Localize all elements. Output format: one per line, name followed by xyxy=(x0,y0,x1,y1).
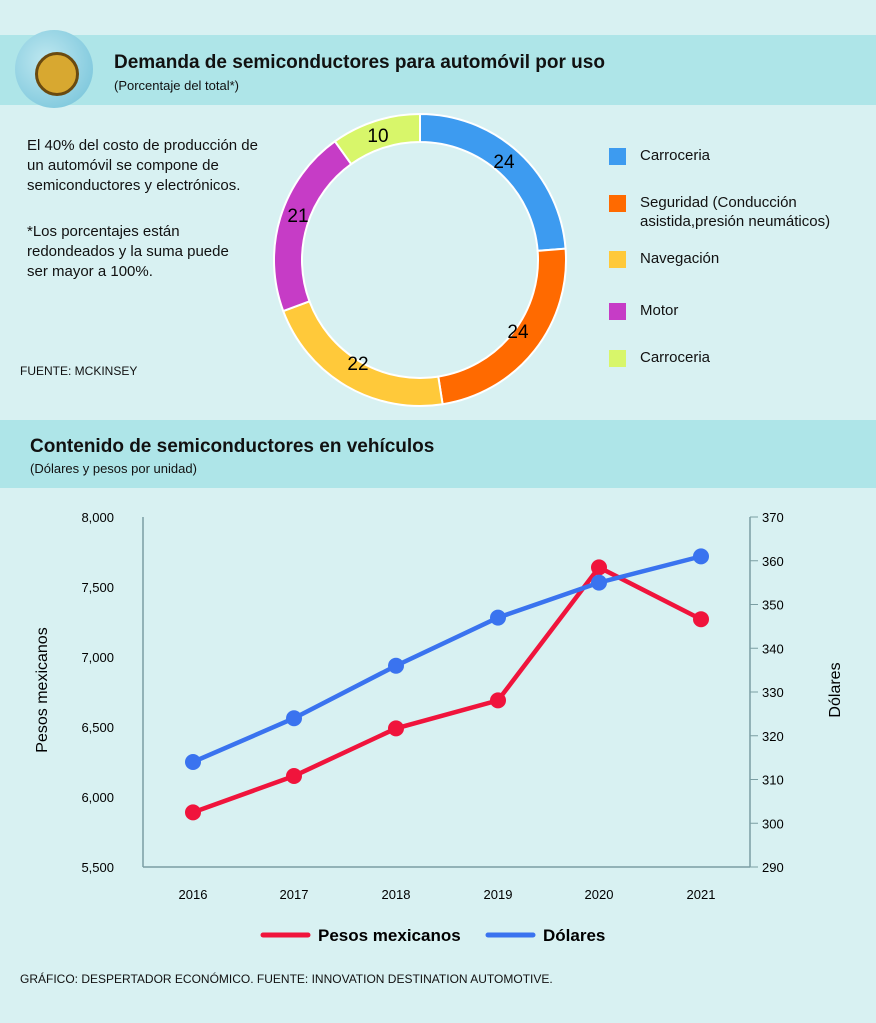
legend-label: Carroceria xyxy=(640,147,711,164)
y-tick-label: 6,500 xyxy=(81,720,114,735)
header-bar-1 xyxy=(0,35,876,105)
y-tick-label: 7,500 xyxy=(81,580,114,595)
y2-axis-title: Dólares xyxy=(827,662,844,717)
data-point xyxy=(591,574,607,591)
note-rounding: *Los porcentajes están redondeados y la … xyxy=(27,223,229,280)
y2-tick-label: 300 xyxy=(762,816,784,831)
source-mckinsey: FUENTE: MCKINSEY xyxy=(20,364,138,378)
x-tick-label: 2017 xyxy=(280,887,309,902)
y2-tick-label: 340 xyxy=(762,641,784,656)
legend-item: Navegación xyxy=(609,249,876,268)
data-point xyxy=(388,720,404,737)
chart1-subtitle: (Porcentaje del total*) xyxy=(114,78,240,93)
data-point xyxy=(693,548,709,565)
legend-swatch xyxy=(609,195,626,212)
data-point xyxy=(490,692,506,709)
y2-tick-label: 290 xyxy=(762,860,784,875)
data-point xyxy=(388,657,404,674)
coin-icon xyxy=(35,52,79,96)
legend-item: Carroceria xyxy=(609,348,876,367)
header-bar-2 xyxy=(0,420,876,488)
x-tick-label: 2020 xyxy=(585,887,614,902)
legend-label: Motor xyxy=(640,302,679,319)
y-tick-label: 8,000 xyxy=(81,510,114,525)
slice-label: 24 xyxy=(507,322,529,343)
x-tick-label: 2019 xyxy=(484,887,513,902)
chart2-title: Contenido de semiconductores en vehículo… xyxy=(30,436,435,457)
series-line xyxy=(192,554,702,765)
legend-swatch xyxy=(609,148,626,165)
data-point xyxy=(185,804,201,821)
data-point xyxy=(490,609,506,626)
y2-tick-label: 360 xyxy=(762,554,784,569)
data-point xyxy=(286,768,302,784)
legend-label: Navegación xyxy=(640,250,720,267)
legend-label: Dólares xyxy=(543,926,605,945)
footer-credits: GRÁFICO: DESPERTADOR ECONÓMICO. FUENTE: … xyxy=(20,972,553,986)
legend-label: Carroceria xyxy=(640,349,711,366)
legend-label: Seguridad (Conducción asistida,presión n… xyxy=(640,194,831,230)
chart2-subtitle: (Dólares y pesos por unidad) xyxy=(30,461,197,476)
slice-label: 21 xyxy=(287,206,308,227)
legend-item: Carroceria xyxy=(609,146,876,165)
y2-tick-label: 370 xyxy=(762,510,784,525)
donut-chart: 24 24 22 21 10 xyxy=(273,112,567,407)
data-point xyxy=(185,754,201,770)
y-axis-title: Pesos mexicanos xyxy=(34,627,51,752)
y-tick-label: 5,500 xyxy=(81,860,114,875)
slice-label: 10 xyxy=(367,126,388,147)
data-point xyxy=(591,559,607,576)
legend-label: Pesos mexicanos xyxy=(318,926,461,945)
slice-label: 24 xyxy=(493,152,515,173)
x-tick-label: 2016 xyxy=(179,887,208,902)
x-tick-label: 2018 xyxy=(382,887,411,902)
y-tick-label: 7,000 xyxy=(81,650,114,665)
legend-item: Seguridad (Conducción asistida,presión n… xyxy=(609,193,876,231)
x-tick-label: 2021 xyxy=(687,887,716,902)
data-point xyxy=(693,611,709,628)
chart1-title: Demanda de semiconductores para automóvi… xyxy=(114,52,605,73)
legend-swatch xyxy=(609,303,626,320)
y-tick-label: 6,000 xyxy=(81,790,114,805)
y2-tick-label: 350 xyxy=(762,598,784,613)
alarm-clock-logo xyxy=(15,30,93,108)
series-line xyxy=(192,564,703,815)
note-cost: El 40% del costo de producción de un aut… xyxy=(27,137,258,194)
donut-slice xyxy=(333,112,421,166)
data-point xyxy=(286,710,302,727)
y2-tick-label: 330 xyxy=(762,685,784,700)
y2-tick-label: 310 xyxy=(762,773,784,788)
y2-tick-label: 320 xyxy=(762,729,784,744)
legend-item: Motor xyxy=(609,301,876,320)
legend-swatch xyxy=(609,350,626,367)
slice-label: 22 xyxy=(347,354,368,375)
legend-swatch xyxy=(609,251,626,268)
